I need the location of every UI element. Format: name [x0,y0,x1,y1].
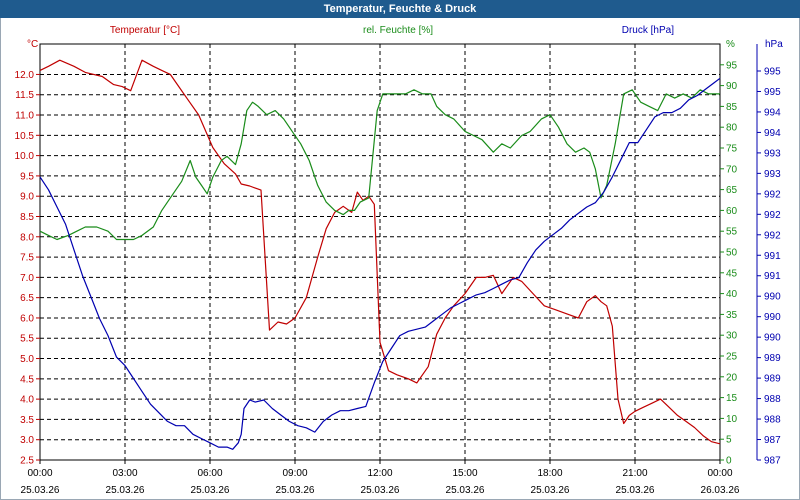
pressure-tick-label: 993 [764,148,781,159]
temperature-tick-label: 12.0 [15,70,35,81]
humidity-tick-label: 40 [726,289,738,300]
temperature-tick-label: 7.0 [20,273,34,284]
pressure-tick-label: 987 [764,435,781,446]
x-tick-label-date: 25.03.26 [276,485,315,496]
temperature-tick-label: 5.0 [20,354,34,365]
humidity-tick-label: 70 [726,164,738,175]
temperature-tick-label: 11.5 [15,90,34,101]
x-tick-label-date: 25.03.26 [361,485,400,496]
pressure-tick-label: 995 [764,87,781,98]
pressure-unit: hPa [765,39,783,50]
pressure-tick-label: 989 [764,374,781,385]
humidity-tick-label: 60 [726,206,738,217]
legend: Temperatur [°C] rel. Feuchte [%] Druck [hP… [110,25,674,36]
temperature-tick-label: 8.5 [20,212,34,223]
x-tick-label-date: 25.03.26 [531,485,570,496]
temperature-tick-label: 10.0 [15,151,35,162]
x-tick-label-date: 25.03.26 [191,485,230,496]
pressure-tick-label: 992 [764,230,781,241]
pressure-tick-label: 994 [764,128,781,139]
temperature-tick-label: 3.5 [20,415,34,426]
humidity-tick-label: 25 [726,352,738,363]
legend-temperature: Temperatur [°C] [110,25,180,36]
x-tick-label-time: 12:00 [367,468,392,479]
humidity-tick-label: 50 [726,248,738,259]
temperature-tick-label: 2.5 [20,456,34,467]
humidity-tick-label: 20 [726,372,738,383]
temperature-tick-label: 4.5 [20,374,34,385]
x-tick-label-time: 18:00 [537,468,562,479]
pressure-line [39,77,721,450]
pressure-tick-label: 988 [764,394,781,405]
x-tick-label-time: 09:00 [282,468,307,479]
pressure-tick-label: 989 [764,353,781,364]
x-tick-label-time: 00:00 [27,468,52,479]
legend-pressure: Druck [hPa] [622,25,674,36]
pressure-tick-label: 990 [764,333,781,344]
temperature-line [39,59,721,445]
pressure-tick-label: 993 [764,169,781,180]
temperature-tick-label: 9.5 [20,171,34,182]
humidity-tick-label: 55 [726,227,738,238]
temperature-tick-label: 11.0 [15,111,34,122]
humidity-tick-label: 65 [726,185,738,196]
humidity-tick-label: 90 [726,81,738,92]
pressure-tick-label: 990 [764,292,781,303]
temperature-tick-label: 8.0 [20,232,34,243]
pressure-tick-label: 988 [764,415,781,426]
humidity-tick-label: 95 [726,60,738,71]
pressure-tick-label: 987 [764,456,781,467]
humidity-tick-label: 80 [726,123,738,134]
temperature-tick-label: 5.5 [20,334,34,345]
pressure-tick-label: 991 [764,251,781,262]
humidity-tick-label: 10 [726,414,738,425]
chart-title: Temperatur, Feuchte & Druck [0,0,800,18]
x-tick-label-time: 00:00 [707,468,732,479]
pressure-tick-label: 992 [764,189,781,200]
axis-labels: 00:00 25.03.26 03:00 25.03.26 06:00 25.03.26 0… [15,39,784,496]
pressure-tick-label: 992 [764,210,781,221]
x-tick-label-time: 15:00 [452,468,477,479]
pressure-tick-label: 991 [764,271,781,282]
temperature-tick-label: 7.5 [20,253,34,264]
series-lines [39,59,721,450]
x-tick-label-time: 03:00 [112,468,137,479]
humidity-tick-label: 45 [726,268,738,279]
x-tick-label-date: 25.03.26 [616,485,655,496]
humidity-unit: % [726,39,735,50]
pressure-tick-label: 994 [764,107,781,118]
humidity-tick-label: 5 [726,435,732,446]
humidity-tick-label: 0 [726,456,732,467]
legend-humidity: rel. Feuchte [%] [363,25,433,36]
temperature-tick-label: 4.0 [20,395,34,406]
temperature-tick-label: 9.0 [20,192,34,203]
x-tick-label-date: 25.03.26 [21,485,60,496]
temperature-tick-label: 10.5 [15,131,35,142]
x-tick-label-time: 06:00 [197,468,222,479]
pressure-tick-label: 990 [764,312,781,323]
temperature-tick-label: 6.0 [20,313,34,324]
x-tick-label-date: 26.03.26 [701,485,740,496]
pressure-tick-label: 995 [764,67,781,78]
temperature-unit: °C [27,39,38,50]
x-tick-label-date: 25.03.26 [106,485,145,496]
humidity-tick-label: 30 [726,331,738,342]
temperature-tick-label: 3.0 [20,435,34,446]
x-tick-label-time: 21:00 [622,468,647,479]
temperature-tick-label: 6.5 [20,293,34,304]
humidity-tick-label: 15 [726,393,738,404]
humidity-tick-label: 75 [726,144,738,155]
x-tick-label-date: 25.03.26 [446,485,485,496]
humidity-line [39,89,720,241]
humidity-tick-label: 35 [726,310,738,321]
humidity-tick-label: 85 [726,102,738,113]
